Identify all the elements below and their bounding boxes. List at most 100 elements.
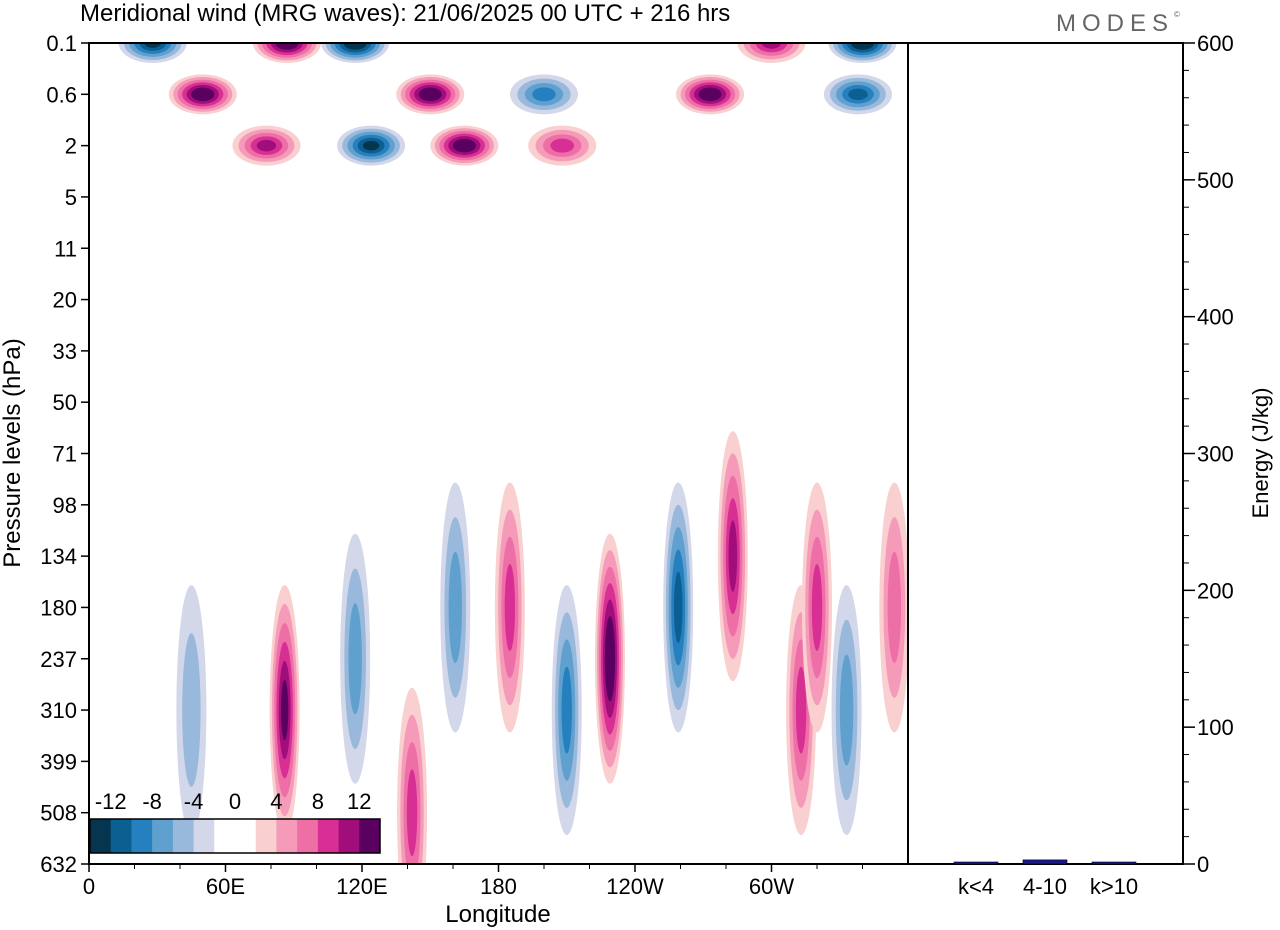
- colorbar-tick-label: -12: [95, 789, 127, 814]
- colorbar-swatch: [131, 819, 153, 853]
- brand-logo: MODES©: [1056, 10, 1180, 37]
- wave-feature: [440, 482, 471, 733]
- y-tick-label: 11: [54, 236, 77, 261]
- wave-contour: [887, 551, 902, 664]
- x-tick-label: 60W: [749, 874, 794, 899]
- wave-feature: [831, 585, 862, 836]
- energy-bar: [1022, 859, 1068, 865]
- wave-feature: [321, 43, 390, 63]
- energy-bars: k<4 4-10 k>10: [953, 859, 1138, 899]
- wave-contour: [702, 90, 718, 99]
- colorbar-swatch: [317, 819, 340, 853]
- bar-category-label: 4-10: [1023, 874, 1067, 899]
- wave-feature: [168, 74, 237, 115]
- energy-axis-label: Energy (J/kg): [1248, 388, 1273, 519]
- colorbar-swatch: [152, 819, 174, 853]
- energy-tick-label: 0: [1197, 852, 1209, 877]
- energy-tick-label: 600: [1197, 31, 1234, 56]
- wave-contour: [281, 679, 289, 741]
- energy-bar: [1091, 861, 1137, 865]
- energy-tick-label: 500: [1197, 168, 1234, 193]
- pressure-axis: 0.1 0.6 2 5 11 20 33 50 71 98 134 180 237 310 399 508 63…: [40, 31, 89, 877]
- wave-contour: [348, 603, 362, 715]
- x-tick-label: 120W: [606, 874, 664, 899]
- x-tick-label: 0: [83, 874, 95, 899]
- colorbar-swatch: [235, 819, 257, 853]
- y-tick-label: 2: [65, 134, 77, 159]
- wave-contour: [811, 563, 823, 651]
- wave-contour: [561, 666, 572, 754]
- colorbar-swatch: [90, 819, 112, 853]
- wave-contour: [182, 633, 201, 787]
- wave-feature: [802, 482, 832, 733]
- wave-contour: [795, 666, 807, 754]
- colorbar-swatch: [214, 819, 236, 853]
- wave-feature: [737, 43, 806, 63]
- wave-feature: [337, 125, 406, 166]
- wave-feature: [118, 43, 187, 63]
- brand-text: MODES: [1056, 10, 1175, 37]
- wave-contour: [606, 632, 614, 686]
- wave-contour: [195, 90, 210, 99]
- wave-feature: [232, 125, 301, 166]
- wave-contour: [256, 139, 277, 152]
- wave-contour: [279, 43, 295, 48]
- energy-axis: 0 100 200 300 400 500 600: [1183, 31, 1234, 877]
- colorbar-tick-label: 0: [229, 789, 241, 814]
- wave-feature: [594, 533, 625, 784]
- y-tick-label: 0.1: [46, 31, 77, 56]
- wave-contour: [144, 43, 161, 48]
- longitude-axis: 0 60E 120E 180 120W 60W: [83, 864, 863, 899]
- y-tick-label: 98: [53, 493, 77, 518]
- colorbar-swatch: [110, 819, 132, 853]
- wave-contour: [347, 43, 363, 48]
- wave-contour: [406, 769, 418, 857]
- wave-feature: [397, 687, 428, 864]
- wave-contour: [848, 88, 868, 101]
- y-tick-label: 20: [53, 288, 77, 313]
- wave-feature: [340, 533, 371, 784]
- colorbar-tick-label: 12: [347, 789, 371, 814]
- energy-tick-label: 100: [1197, 715, 1234, 740]
- wave-feature: [176, 585, 207, 836]
- map-frame: [88, 42, 909, 865]
- wave-feature: [717, 431, 748, 682]
- x-tick-label: 180: [480, 874, 517, 899]
- y-tick-label: 310: [40, 698, 77, 723]
- wave-contour: [457, 141, 472, 150]
- wave-contour: [839, 654, 854, 766]
- wave-feature: [676, 74, 745, 115]
- y-tick-label: 399: [40, 749, 77, 774]
- bar-frame: [907, 42, 1184, 865]
- y-tick-label: 134: [40, 544, 77, 569]
- wave-feature: [551, 585, 582, 836]
- wave-contour: [362, 140, 380, 151]
- y-tick-label: 50: [53, 390, 77, 415]
- heatmap-area: [118, 43, 908, 864]
- x-axis-label: Longitude: [445, 901, 550, 928]
- energy-tick-label: 300: [1197, 442, 1234, 467]
- wave-contour: [673, 571, 683, 644]
- y-tick-label: 0.6: [46, 82, 77, 107]
- wave-feature: [828, 43, 897, 63]
- y-tick-label: 508: [40, 801, 77, 826]
- colorbar: -12 -8 -4 0 4 8 12: [89, 789, 381, 854]
- colorbar-swatch: [255, 819, 277, 853]
- colorbar-swatch: [172, 819, 195, 853]
- energy-tick-label: 200: [1197, 578, 1234, 603]
- colorbar-swatch: [276, 819, 298, 853]
- energy-bar: [953, 861, 999, 865]
- wave-feature: [510, 74, 578, 115]
- y-tick-label: 71: [53, 442, 77, 467]
- wave-feature: [494, 482, 525, 733]
- chart-title: Meridional wind (MRG waves): 21/06/2025 …: [80, 0, 731, 27]
- y-axis-label: Pressure levels (hPa): [0, 338, 26, 567]
- wave-contour: [504, 563, 516, 651]
- x-tick-label: 60E: [206, 874, 245, 899]
- colorbar-swatch: [338, 819, 360, 853]
- wave-contour: [761, 43, 782, 49]
- colorbar-tick-label: 4: [270, 789, 282, 814]
- wave-contour: [728, 520, 738, 592]
- bar-category-label: k>10: [1090, 874, 1138, 899]
